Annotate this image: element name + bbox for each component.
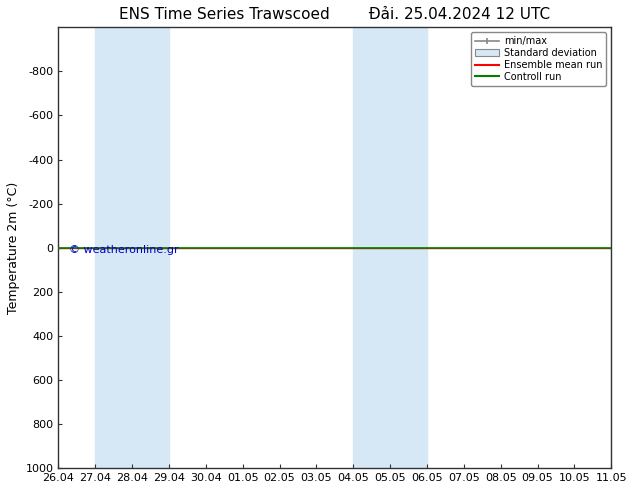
Text: © weatheronline.gr: © weatheronline.gr bbox=[69, 245, 179, 255]
Title: ENS Time Series Trawscoed        Đải. 25.04.2024 12 UTC: ENS Time Series Trawscoed Đải. 25.04.202… bbox=[119, 7, 550, 22]
Bar bbox=[353, 27, 427, 468]
Bar bbox=[95, 27, 169, 468]
Legend: min/max, Standard deviation, Ensemble mean run, Controll run: min/max, Standard deviation, Ensemble me… bbox=[471, 32, 606, 86]
Bar bbox=[611, 27, 634, 468]
Y-axis label: Temperature 2m (°C): Temperature 2m (°C) bbox=[7, 182, 20, 314]
